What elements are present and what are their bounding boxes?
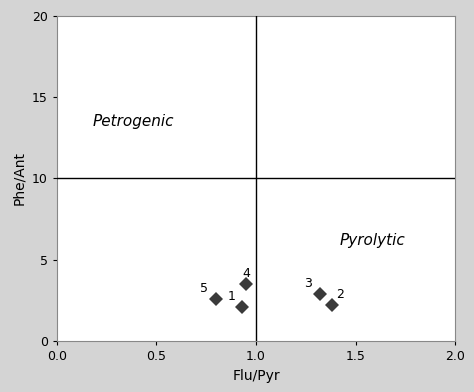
Text: 2: 2 bbox=[336, 288, 344, 301]
Text: 3: 3 bbox=[304, 277, 312, 290]
Text: 4: 4 bbox=[242, 267, 250, 280]
Text: Pyrolytic: Pyrolytic bbox=[339, 233, 405, 248]
X-axis label: Flu/Pyr: Flu/Pyr bbox=[232, 368, 280, 383]
Text: 1: 1 bbox=[228, 290, 236, 303]
Y-axis label: Phe/Ant: Phe/Ant bbox=[12, 151, 27, 205]
Text: 5: 5 bbox=[200, 282, 208, 295]
Text: Petrogenic: Petrogenic bbox=[93, 114, 174, 129]
